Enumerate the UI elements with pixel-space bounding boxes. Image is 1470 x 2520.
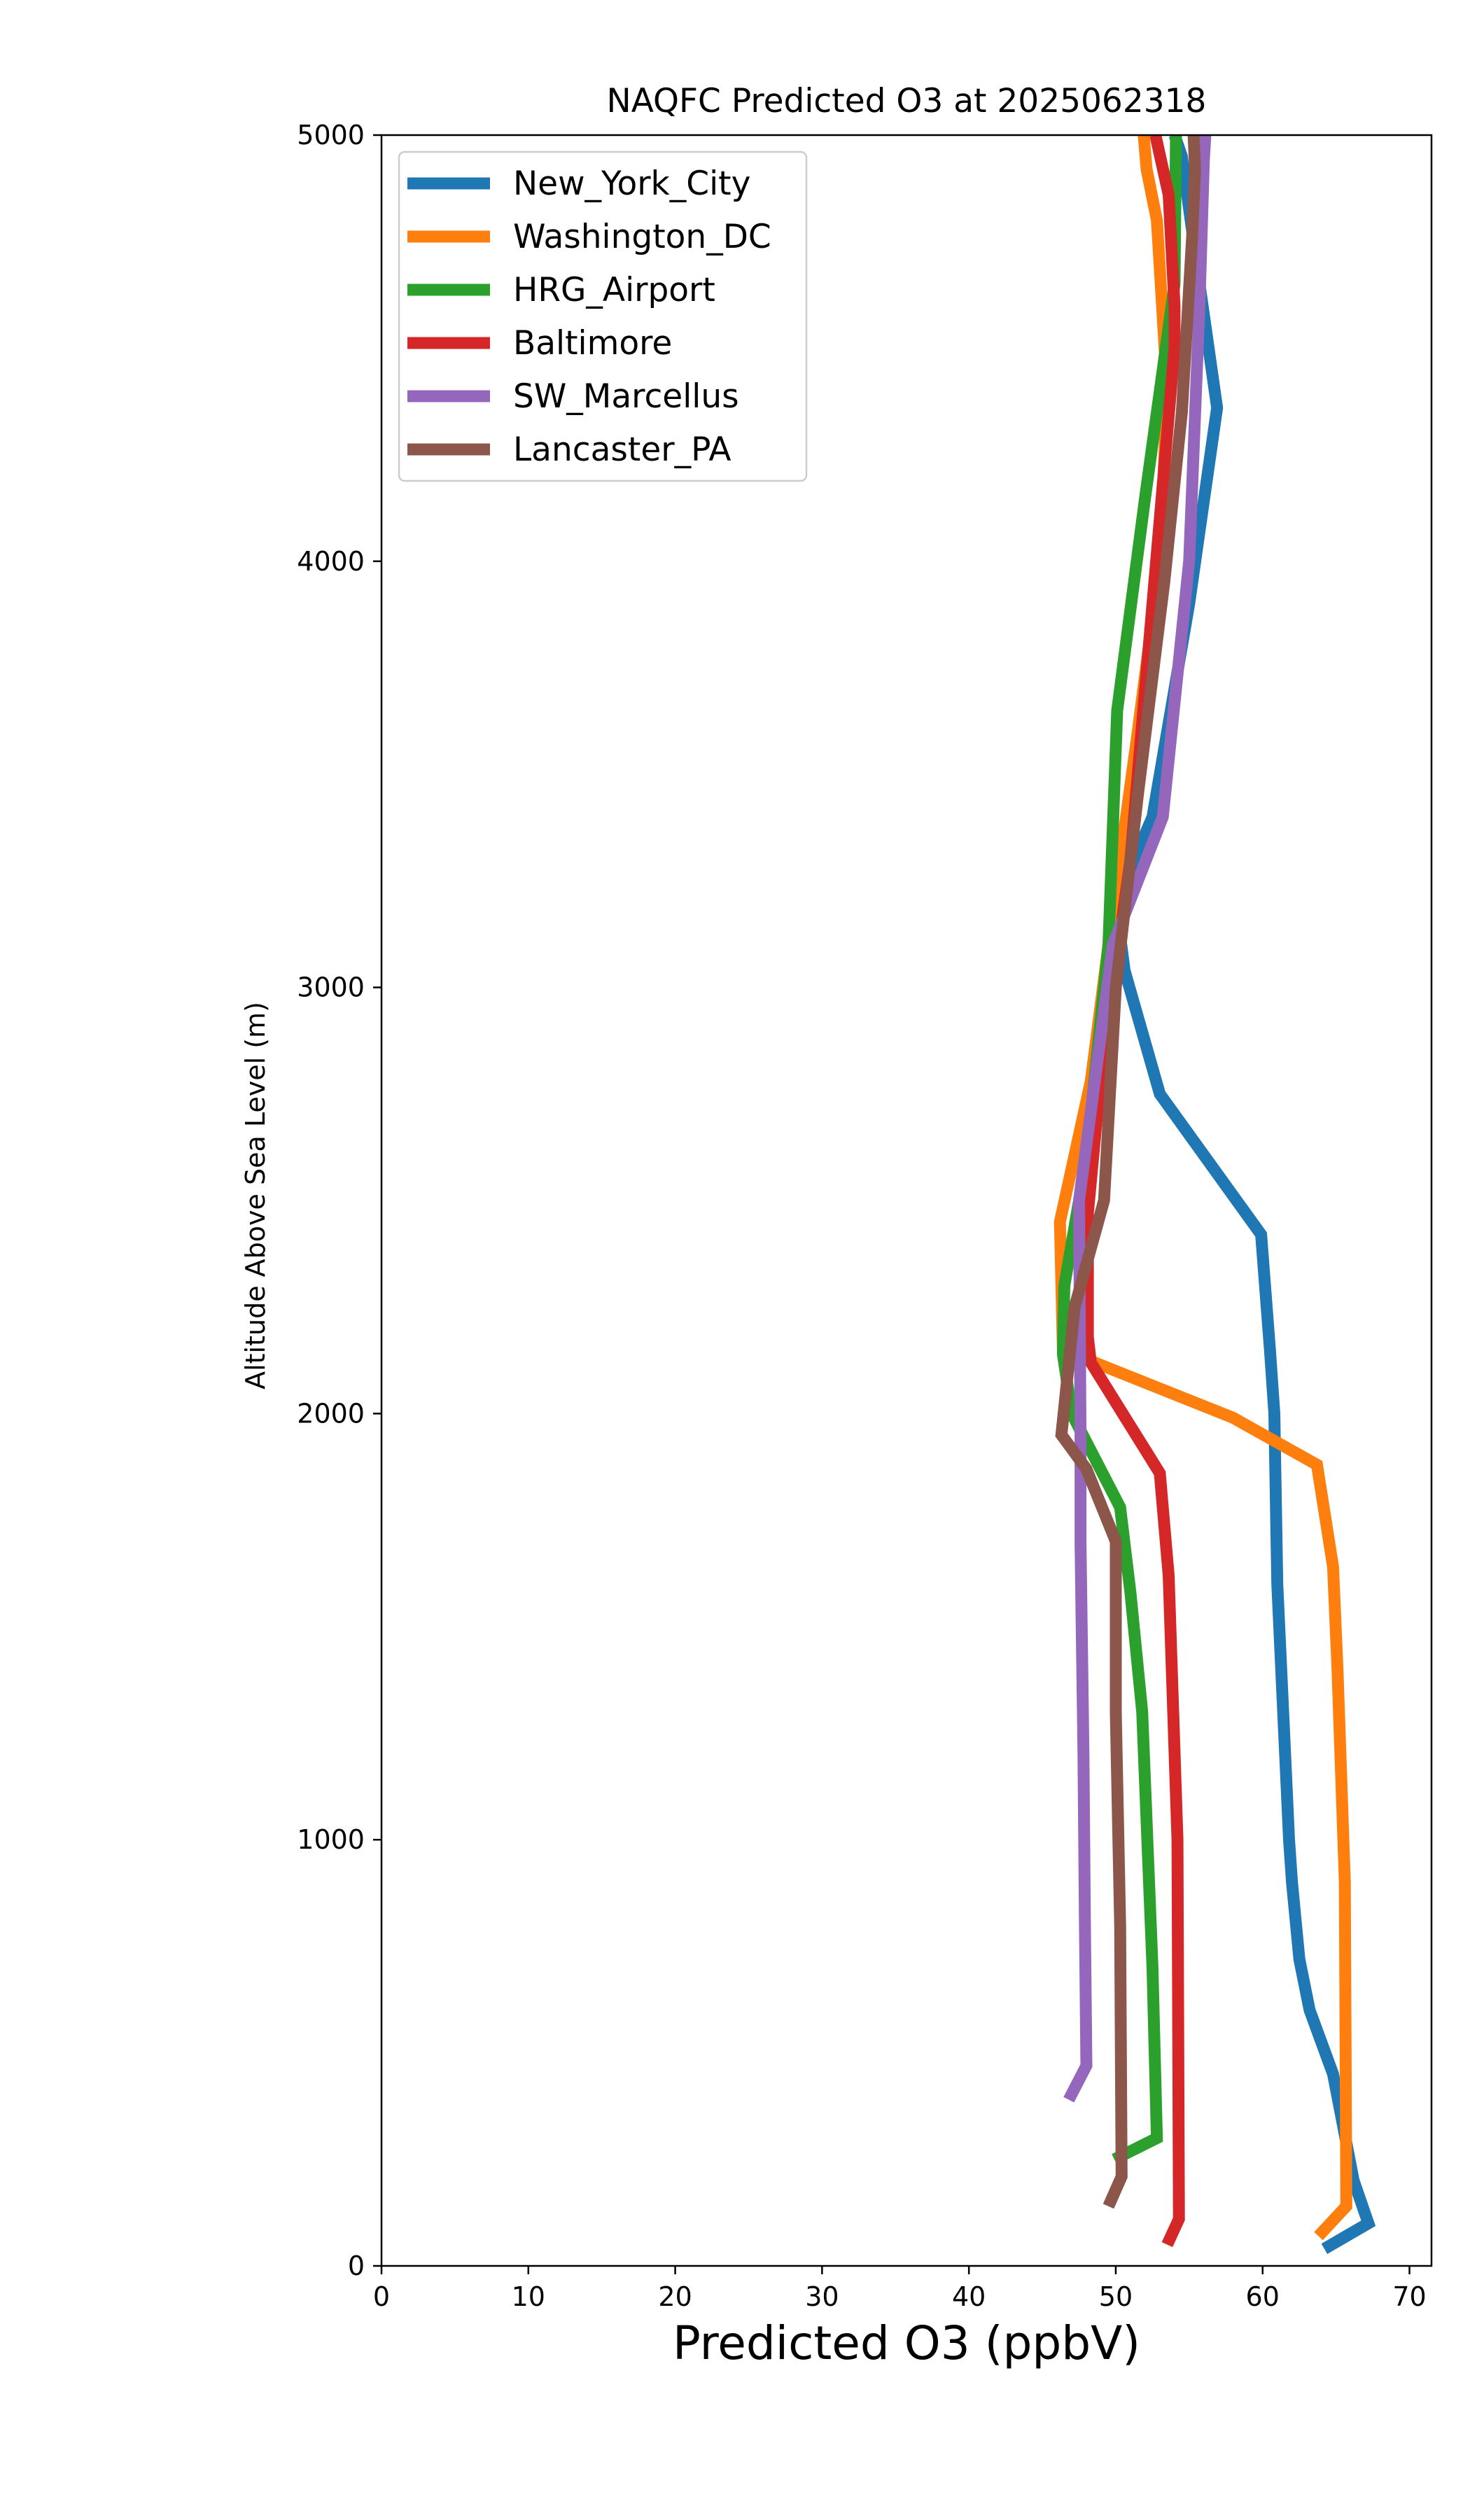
- legend-label-new-york-city: New_York_City: [513, 164, 750, 203]
- x-tick-label: 20: [658, 2281, 692, 2312]
- x-tick-label: 0: [373, 2281, 390, 2312]
- x-tick-label: 30: [805, 2281, 839, 2312]
- legend-label-sw-marcellus: SW_Marcellus: [513, 377, 739, 416]
- y-tick-label: 1000: [297, 1824, 365, 1855]
- x-tick-label: 70: [1392, 2281, 1426, 2312]
- y-tick-label: 3000: [297, 972, 365, 1003]
- x-axis-label: Predicted O3 (ppbV): [673, 2316, 1140, 2370]
- y-tick-label: 2000: [297, 1398, 365, 1429]
- plot-frame: [380, 134, 1433, 2267]
- y-tick-label: 0: [348, 2250, 365, 2281]
- series-line-baltimore: [1082, 135, 1185, 2248]
- x-tick-label: 50: [1099, 2281, 1133, 2312]
- legend-label-hrg-airport: HRG_Airport: [513, 271, 715, 309]
- y-tick-label: 4000: [297, 546, 365, 577]
- x-tick-label: 60: [1246, 2281, 1280, 2312]
- x-tick-label: 40: [952, 2281, 986, 2312]
- series-line-hrg-airport: [1056, 135, 1182, 2165]
- series-line-new-york-city: [1110, 135, 1376, 2254]
- x-tick-label: 10: [512, 2281, 545, 2312]
- chart-title: NAQFC Predicted O3 at 2025062318: [607, 82, 1207, 120]
- series-line-sw-marcellus: [1063, 135, 1212, 2103]
- legend-box: [398, 150, 808, 482]
- legend-label-lancaster-pa: Lancaster_PA: [513, 430, 732, 469]
- series-line-lancaster-pa: [1055, 135, 1201, 2209]
- legend: New_York_City Washington_DC HRG_Airport Bal…: [398, 150, 808, 482]
- y-tick-label: 5000: [297, 120, 365, 150]
- y-axis-label: Altitude Above Sea Level (m): [240, 1002, 271, 1390]
- legend-label-baltimore: Baltimore: [513, 324, 672, 363]
- legend-label-washington-dc: Washington_DC: [513, 218, 771, 256]
